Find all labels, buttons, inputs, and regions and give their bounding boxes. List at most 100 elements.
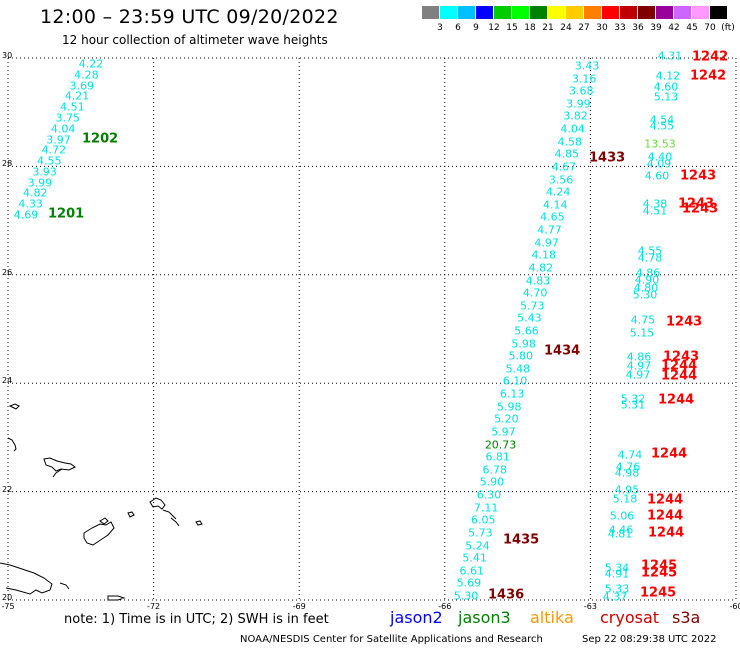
pass-id-label: 1242 <box>692 49 729 65</box>
wave-height-value: 4.33 <box>18 197 43 211</box>
wave-height-value: 4.65 <box>540 210 565 224</box>
island-outline <box>162 509 177 520</box>
footer-note: note: 1) Time is in UTC; 2) SWH is in fe… <box>64 612 329 627</box>
wave-height-value: 5.90 <box>479 475 505 489</box>
pass-id-label: 1244 <box>647 508 684 524</box>
wave-height-value: 4.55 <box>36 154 62 168</box>
island-outline <box>0 562 53 595</box>
wave-height-value: 5.18 <box>612 492 638 506</box>
wave-height-value: 4.04 <box>560 122 585 136</box>
wave-height-value: 4.54 <box>649 113 675 127</box>
pass-id-label: 1433 <box>589 150 626 166</box>
colorbar-swatch <box>566 6 583 19</box>
wave-height-value: 4.55 <box>637 244 663 258</box>
map-title: 12:00 – 23:59 UTC 09/20/2022 <box>40 6 339 28</box>
wave-height-value: 4.97 <box>534 236 559 250</box>
latitude-label: 20 <box>2 593 13 602</box>
colorbar-label: 12 <box>488 23 500 33</box>
wave-height-value: 4.31 <box>657 49 683 63</box>
wave-height-value: 5.13 <box>653 90 679 104</box>
wave-height-value: 4.97 <box>625 368 651 382</box>
colorbar-label: 70 <box>704 23 716 33</box>
wave-height-value: 6.30 <box>476 488 502 502</box>
wave-height-value: 3.99 <box>566 97 591 111</box>
pass-id-label: 1202 <box>82 131 119 147</box>
pass-id-label: 1245 <box>641 565 678 581</box>
wave-height-value: 4.85 <box>554 147 580 161</box>
wave-height-value: 6.61 <box>459 564 485 578</box>
wave-height-value: 6.10 <box>502 374 528 388</box>
wave-height-value: 3.82 <box>563 109 588 123</box>
colorbar-swatch <box>548 6 565 19</box>
wave-height-value: 20.73 <box>484 438 517 452</box>
wave-height-value: 4.28 <box>74 68 99 82</box>
wave-height-value: 6.05 <box>471 513 496 527</box>
wave-height-value: 4.22 <box>78 57 104 71</box>
wave-height-value: 4.78 <box>637 251 663 265</box>
wave-height-value: 4.81 <box>607 527 633 541</box>
wave-height-value: 5.41 <box>462 551 487 565</box>
wave-height-value: 4.69 <box>13 208 39 222</box>
caribbean-coastlines <box>0 403 203 601</box>
wave-height-value: 5.66 <box>514 324 539 338</box>
island-outline <box>43 457 76 472</box>
island-outline <box>170 517 180 527</box>
wave-height-value: 4.95 <box>614 483 640 497</box>
wave-height-value: 4.72 <box>41 143 67 157</box>
pass-id-label: 1243 <box>680 168 717 184</box>
wave-height-value: 4.90 <box>634 273 660 287</box>
pass-id-label: 1244 <box>658 392 695 408</box>
colorbar-swatch <box>602 6 619 19</box>
pass-id-label: 1244 <box>648 525 685 541</box>
wave-height-value: 5.31 <box>620 398 646 412</box>
island-outline <box>195 520 203 526</box>
colorbar-swatch <box>494 6 511 19</box>
colorbar-swatch <box>458 6 475 19</box>
wave-height-value: 4.83 <box>525 274 551 288</box>
wave-height-value: 5.15 <box>629 326 655 340</box>
wave-height-value: 4.70 <box>522 286 548 300</box>
wave-height-value: 6.78 <box>482 463 508 477</box>
legend-item-jason2: jason2 <box>390 608 443 627</box>
colorbar-label: 27 <box>578 23 590 33</box>
pass-id-label: 1243 <box>682 201 719 217</box>
wave-height-value: 6.13 <box>499 387 525 401</box>
wave-height-value: 4.09 <box>646 157 672 171</box>
wave-height-value: 5.98 <box>496 400 522 414</box>
wave-height-value: 4.38 <box>642 197 668 211</box>
wave-height-value: 5.73 <box>520 299 545 313</box>
island-outline <box>149 497 166 510</box>
wave-height-value: 5.30 <box>453 589 479 603</box>
colorbar-swatch <box>674 6 691 19</box>
generated-timestamp: Sep 22 08:29:38 UTC 2022 <box>582 634 717 645</box>
colorbar-label: 30 <box>596 23 608 33</box>
wave-height-value: 4.86 <box>635 266 661 280</box>
wave-height-value: 5.33 <box>604 582 630 596</box>
pass-id-label: 1244 <box>661 368 698 384</box>
colorbar-swatch <box>530 6 547 19</box>
wave-height-value: 3.75 <box>55 111 81 125</box>
colorbar-swatch <box>656 6 673 19</box>
wave-height-value: 4.18 <box>531 248 557 262</box>
colorbar-swatch <box>620 6 637 19</box>
wave-height-value: 5.48 <box>505 362 531 376</box>
wave-height-value: 3.56 <box>548 173 574 187</box>
colorbar-label: 9 <box>473 23 479 33</box>
wave-height-value: 3.68 <box>568 84 594 98</box>
wave-height-value: 4.91 <box>604 567 630 581</box>
colorbar-label: 24 <box>560 23 572 33</box>
wave-height-value: 4.97 <box>626 359 652 373</box>
pass-id-label: 1243 <box>678 196 715 212</box>
colorbar-swatch <box>440 6 457 19</box>
wave-height-value: 3.93 <box>32 165 57 179</box>
colorbar-swatch <box>512 6 529 19</box>
pass-id-label: 1245 <box>641 558 678 574</box>
wave-height-value: 4.75 <box>630 313 656 327</box>
wave-height-value: 5.30 <box>632 288 658 302</box>
map-plot-area <box>0 57 737 601</box>
wave-height-value: 5.06 <box>609 509 635 523</box>
island-outline <box>59 582 70 590</box>
pass-id-label: 1244 <box>651 446 688 462</box>
wave-height-value: 5.34 <box>604 561 630 575</box>
colorbar-swatch <box>476 6 493 19</box>
